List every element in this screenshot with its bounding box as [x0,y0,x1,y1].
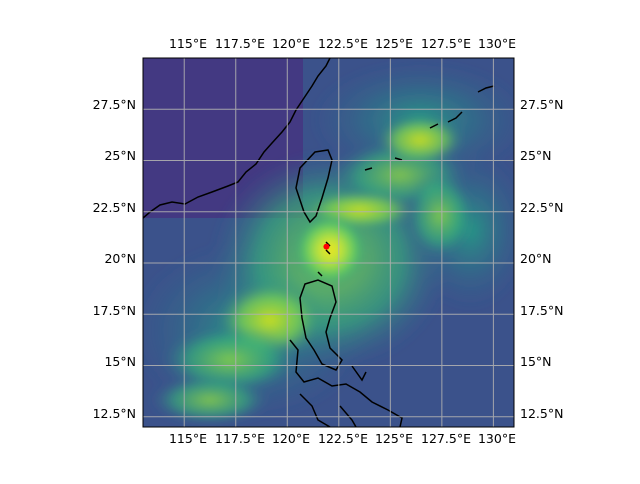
bottom-lon-label: 120°E [272,431,310,446]
top-lon-label: 122.5°E [318,36,368,51]
top-lon-label: 130°E [478,36,516,51]
top-lon-labels: 115°E 117.5°E 120°E 122.5°E 125°E 127.5°… [169,36,516,51]
bottom-lon-label: 125°E [375,431,413,446]
top-lon-label: 117.5°E [215,36,265,51]
left-lat-label: 25°N [104,148,136,163]
left-lat-label: 22.5°N [93,200,136,215]
batanes-islands [317,241,331,277]
right-lat-labels: 27.5°N 25°N 22.5°N 20°N 17.5°N 15°N 12.5… [520,97,563,421]
right-lat-label: 15°N [520,354,552,369]
right-lat-label: 12.5°N [520,406,563,421]
gridlines [143,58,514,427]
right-lat-label: 17.5°N [520,303,563,318]
left-lat-label: 20°N [104,251,136,266]
right-lat-label: 22.5°N [520,200,563,215]
top-lon-label: 125°E [375,36,413,51]
right-lat-label: 27.5°N [520,97,563,112]
right-lat-label: 25°N [520,148,552,163]
taiwan-coastline [295,149,333,224]
right-lat-label: 20°N [520,251,552,266]
left-lat-label: 17.5°N [93,303,136,318]
top-lon-label: 120°E [272,36,310,51]
bottom-lon-label: 130°E [478,431,516,446]
china-coastline [143,58,331,219]
typhoon-center-marker [323,243,330,250]
left-lat-label: 27.5°N [93,97,136,112]
bottom-lon-labels: 115°E 117.5°E 120°E 122.5°E 125°E 127.5°… [169,431,516,446]
map-frame [142,57,515,428]
left-lat-label: 12.5°N [93,406,136,421]
top-lon-label: 127.5°E [421,36,471,51]
left-lat-labels: 27.5°N 25°N 22.5°N 20°N 17.5°N 15°N 12.5… [93,97,136,421]
left-lat-label: 15°N [104,354,136,369]
bottom-lon-label: 117.5°E [215,431,265,446]
luzon-coastline [299,279,343,371]
bottom-lon-label: 115°E [169,431,207,446]
satellite-image [143,58,514,427]
ryukyu-islands [364,85,495,171]
bottom-lon-label: 127.5°E [421,431,471,446]
bottom-lon-label: 122.5°E [318,431,368,446]
top-lon-label: 115°E [169,36,207,51]
